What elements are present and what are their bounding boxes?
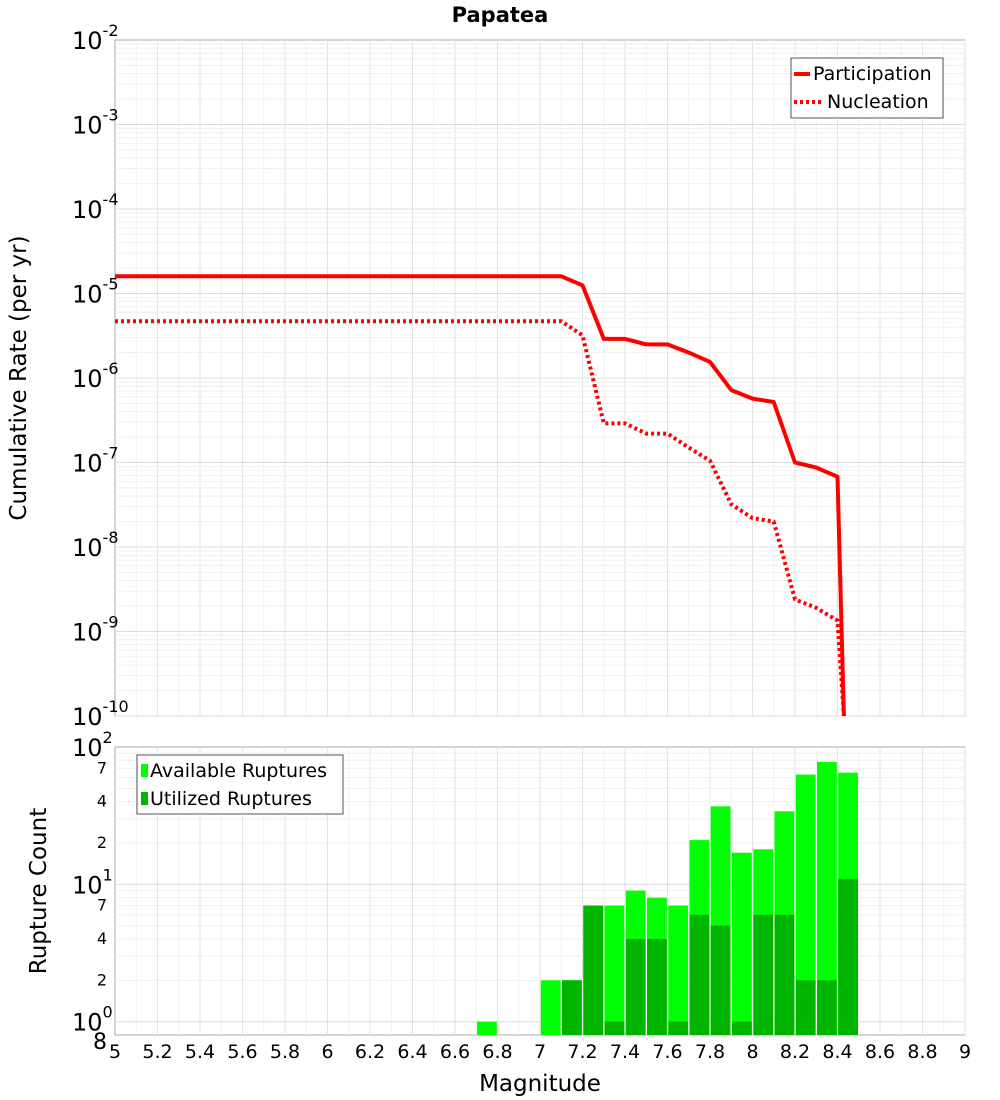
x-tick-label: 5.4 — [185, 1041, 215, 1063]
x-tick-label: 6.4 — [397, 1041, 427, 1063]
x-tick-label: 8.6 — [865, 1041, 895, 1063]
available-bar — [817, 761, 837, 1035]
nucleation-line — [115, 319, 846, 717]
x-tick-labels: 5 5.2 5.4 5.6 5.8 6 6.2 6.4 6.6 6.8 7 7.2 7.4 7.6 7.8 8… — [109, 1041, 971, 1063]
x-tick-label: 7.4 — [610, 1041, 640, 1063]
participation-legend-label: Participation — [813, 63, 932, 85]
rate-legend: Participation Nucleation — [790, 57, 944, 119]
utilized-bar — [795, 980, 816, 1035]
x-tick-label: 8.4 — [822, 1041, 852, 1063]
available-bar — [540, 980, 561, 1035]
rate-y-ticks: 10-2 10-3 10-4 10-5 10-6 10-7 10-8 10-9 10-10 — [72, 21, 129, 731]
rate-legend-box — [790, 57, 944, 119]
x-tick-label: 5.2 — [142, 1041, 172, 1063]
available-bar — [668, 905, 689, 1035]
utilized-bar — [625, 939, 646, 1035]
utilized-bar — [647, 939, 667, 1035]
rate-y-tick-label: 10-3 — [72, 106, 119, 140]
count-y-tick-label: 100 — [72, 1003, 113, 1037]
rate-y-tick-label: 10-7 — [72, 444, 119, 478]
utilized-bar — [774, 914, 795, 1035]
utilized-bar — [583, 905, 604, 1035]
x-tick-label: 8.8 — [907, 1041, 937, 1063]
count-y-tick-label: 102 — [72, 728, 113, 762]
count-y-tick-label: 2 — [97, 833, 107, 852]
utilized-bar — [753, 914, 774, 1035]
x-tick-label: 6.2 — [355, 1041, 385, 1063]
available-legend-swatch — [141, 764, 148, 777]
available-bar — [732, 852, 752, 1035]
utilized-legend-swatch — [141, 792, 148, 805]
utilized-bar — [668, 1021, 689, 1035]
available-legend-label: Available Ruptures — [150, 760, 327, 782]
utilized-bar — [689, 914, 710, 1035]
rate-gridlines — [115, 40, 966, 717]
count-y-tick-label: 4 — [97, 929, 107, 948]
x-axis-label: Magnitude — [479, 1071, 601, 1097]
count-legend: Available Ruptures Utilized Ruptures — [136, 754, 344, 815]
utilized-bar — [817, 980, 837, 1035]
utilized-bar — [604, 1021, 625, 1035]
x-tick-label: 9 — [959, 1041, 971, 1063]
utilized-bar — [838, 878, 858, 1035]
utilized-bar — [710, 925, 731, 1035]
chart-title: Papatea — [452, 3, 549, 27]
count-y-tick-label: 7 — [97, 896, 107, 915]
x-tick-label: 7.2 — [567, 1041, 597, 1063]
count-y-tick-label: 4 — [97, 792, 107, 811]
rate-y-tick-label: 10-4 — [72, 190, 119, 224]
x-tick-label: 7 — [534, 1041, 546, 1063]
count-y-axis-label: Rupture Count — [26, 808, 52, 974]
nucleation-legend-label: Nucleation — [827, 91, 929, 113]
x-tick-label: 6.8 — [482, 1041, 512, 1063]
x-tick-label: 6.6 — [440, 1041, 470, 1063]
rate-y-tick-label: 10-10 — [72, 697, 129, 731]
count-y-tick-label: 101 — [72, 865, 113, 899]
available-bar — [795, 774, 816, 1035]
rate-y-tick-label: 10-2 — [72, 21, 119, 55]
count-bars — [477, 761, 858, 1035]
rate-y-tick-label: 10-9 — [72, 613, 119, 647]
x-tick-label: 5.8 — [270, 1041, 300, 1063]
rate-y-tick-label: 10-5 — [72, 275, 119, 309]
utilized-legend-label: Utilized Ruptures — [150, 788, 312, 810]
x-tick-label: 6 — [321, 1041, 333, 1063]
rate-panel: 10-2 10-3 10-4 10-5 10-6 10-7 10-8 10-9 10-10 Cu… — [6, 21, 966, 731]
rate-y-tick-label: 10-6 — [72, 359, 119, 393]
count-y-tick-label: 2 — [97, 970, 107, 989]
participation-line — [115, 274, 846, 717]
x-tick-label: 7.8 — [695, 1041, 725, 1063]
x-tick-label: 8 — [746, 1041, 758, 1063]
utilized-bar — [562, 980, 582, 1035]
rate-series — [115, 274, 846, 717]
rate-y-tick-label: 10-8 — [72, 528, 119, 562]
available-bar — [477, 1021, 497, 1035]
count-y-tick-label: 8 — [93, 1030, 107, 1055]
x-tick-label: 5.6 — [227, 1041, 257, 1063]
x-tick-label: 7.6 — [652, 1041, 682, 1063]
utilized-bar — [732, 1021, 752, 1035]
count-y-tick-label: 7 — [97, 758, 107, 777]
x-tick-label: 5 — [109, 1041, 121, 1063]
available-bar — [604, 905, 625, 1035]
x-tick-label: 8.2 — [780, 1041, 810, 1063]
rate-y-axis-label: Cumulative Rate (per yr) — [6, 235, 32, 520]
count-legend-box — [136, 754, 344, 815]
